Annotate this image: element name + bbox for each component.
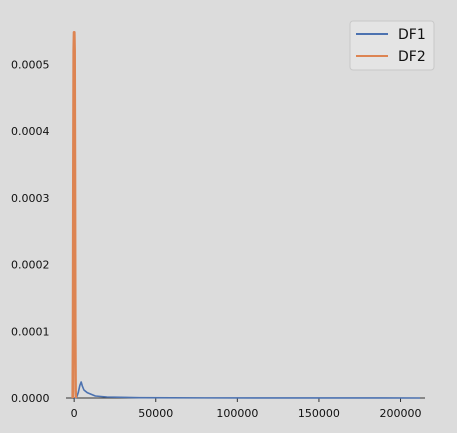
series-group: [71, 31, 421, 399]
x-tick-label: 200000: [380, 407, 422, 420]
x-axis: 0 50000 100000 150000 200000: [66, 397, 425, 420]
x-tick-label: 150000: [298, 407, 340, 420]
x-tick-group: 0 50000 100000 150000 200000: [71, 398, 422, 420]
x-tick-label: 100000: [216, 407, 258, 420]
y-axis: 0.0000 0.0001 0.0002 0.0003 0.0004 0.0005: [11, 58, 50, 405]
x-tick-label: 0: [71, 407, 78, 420]
y-tick-label: 0.0002: [11, 259, 50, 272]
legend-label-df2: DF2: [398, 49, 426, 65]
series-line-df2: [71, 31, 78, 399]
y-tick-label: 0.0001: [11, 325, 50, 338]
y-tick-label: 0.0000: [11, 392, 50, 405]
series-line-df1: [73, 381, 421, 399]
y-tick-label: 0.0003: [11, 192, 50, 205]
legend[interactable]: DF1 DF2: [349, 20, 435, 71]
x-tick-label: 50000: [138, 407, 173, 420]
y-tick-label: 0.0004: [11, 125, 50, 138]
legend-label-df1: DF1: [398, 27, 426, 43]
y-tick-label: 0.0005: [11, 58, 50, 71]
y-tick-group: 0.0000 0.0001 0.0002 0.0003 0.0004 0.0005: [11, 58, 50, 405]
